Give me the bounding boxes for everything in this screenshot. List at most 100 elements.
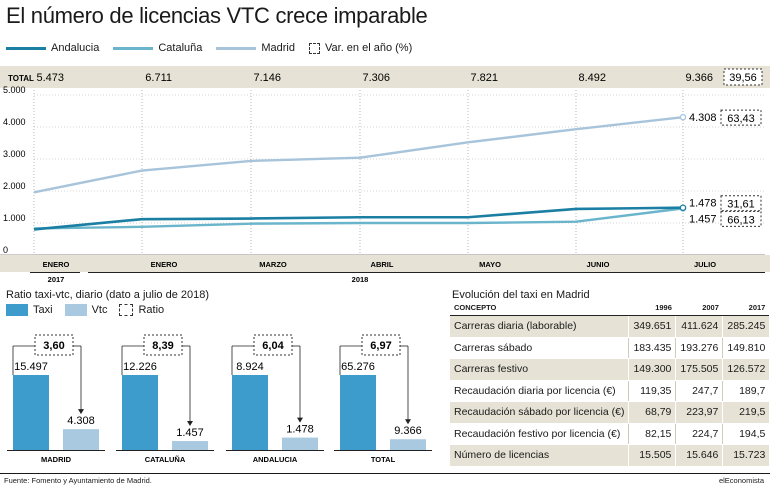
var-box-cataluna xyxy=(720,210,762,227)
ratio-value: 6,97 xyxy=(370,340,391,352)
ratio-box xyxy=(34,334,74,356)
ratio-box xyxy=(361,334,401,356)
table-cell: 189,7 xyxy=(722,380,770,402)
total-value: 7.146 xyxy=(253,72,281,84)
legend-taxi: Taxi xyxy=(6,304,53,316)
var-value-madrid: 63,43 xyxy=(727,113,755,125)
table-cell: 224,7 xyxy=(675,423,723,445)
legend-andalucia: Andalucia xyxy=(6,42,99,54)
table-row: Número de licencias 15.505 15.646 15.723 xyxy=(450,444,770,467)
table-cell: 149.810 xyxy=(722,337,770,359)
bar-vtc xyxy=(63,429,99,450)
table-cell: 183.435 xyxy=(628,337,676,359)
table-cell: 15.505 xyxy=(628,444,676,467)
bar-vtc xyxy=(282,437,318,450)
legend-madrid-label: Madrid xyxy=(261,42,295,54)
bar-chart: 15.497 4.308 3,60 MADRID 12.226 1.457 8,39 CATA… xyxy=(7,334,432,464)
bar-label-vtc: 9.366 xyxy=(394,425,422,437)
source-note: Fuente: Fomento y Ayuntamiento de Madrid… xyxy=(4,476,152,485)
legend-ratio-swatch xyxy=(119,304,134,316)
var-value-cataluna: 66,13 xyxy=(727,214,755,226)
var-box-andalucia xyxy=(720,195,762,212)
legend-cataluna-swatch xyxy=(113,46,154,50)
ratio-value: 8,39 xyxy=(152,340,173,352)
end-label-andalucia: 1.478 xyxy=(689,198,717,210)
line-chart: TOTAL 5.473 6.711 7.146 7.306 7.821 8.492 9.366… xyxy=(0,66,770,284)
table-cell: Número de licencias xyxy=(450,444,629,467)
series-line-andalucia xyxy=(33,206,684,231)
ratio-arrow-head xyxy=(187,421,193,427)
year-label: 2018 xyxy=(352,275,369,284)
series-endpoint-madrid xyxy=(679,113,687,121)
legend-ratio: Ratio xyxy=(119,304,164,316)
series-endpoint-andalucia xyxy=(679,204,687,211)
bar-label-taxi: 8.924 xyxy=(236,361,264,373)
table-header: 1996 xyxy=(628,303,676,316)
legend-ratio-label: Ratio xyxy=(138,304,165,316)
bar-label-taxi: 15.497 xyxy=(14,361,48,373)
table-row: Recaudación festivo por licencia (€) 82,… xyxy=(450,423,770,445)
legend-taxi-label: Taxi xyxy=(33,304,53,316)
y-tick-label: 4.000 xyxy=(3,117,26,127)
taxi-table: CONCEPTO 1996 2007 2017 Carreras diaria … xyxy=(450,303,770,467)
total-value: 9.366 xyxy=(685,72,713,84)
table-cell: Recaudación diaria por licencia (€) xyxy=(450,380,629,402)
x-tick-label: JULIO xyxy=(694,260,716,269)
total-var-box xyxy=(723,68,763,86)
legend-cataluna: Cataluña xyxy=(113,42,202,54)
total-value: 7.821 xyxy=(470,72,498,84)
legend-andalucia-swatch xyxy=(6,46,46,50)
bar-taxi xyxy=(340,375,376,450)
table-row: Carreras diaria (laborable) 349.651 411.… xyxy=(450,315,770,338)
x-tick-label: ABRIL xyxy=(371,260,394,269)
bar-label-taxi: 65.276 xyxy=(341,361,375,373)
category-label: CATALUÑA xyxy=(145,455,186,464)
table-row: Carreras sábado 183.435 193.276 149.810 xyxy=(450,337,770,359)
table-cell: 175.505 xyxy=(675,358,723,381)
table-cell: 247,7 xyxy=(675,380,723,402)
table-header: CONCEPTO xyxy=(450,303,629,316)
bar-label-taxi: 12.226 xyxy=(123,361,157,373)
legend-madrid: Madrid xyxy=(216,42,295,54)
y-tick-label: 1.000 xyxy=(3,213,26,223)
bar-vtc xyxy=(390,439,426,450)
ratio-arrow-head xyxy=(78,409,84,415)
total-value: 6.711 xyxy=(145,72,172,84)
series-line-madrid xyxy=(33,115,684,194)
x-tick-label: JUNIO xyxy=(587,260,610,269)
table-cell: 193.276 xyxy=(675,337,723,359)
legend-andalucia-label: Andalucia xyxy=(51,42,100,54)
ratio-value: 6,04 xyxy=(262,340,284,352)
brand-logo: elEconomista xyxy=(718,476,764,485)
var-box-madrid xyxy=(720,109,762,126)
category-label: TOTAL xyxy=(371,455,396,464)
table-cell: Carreras sábado xyxy=(450,337,629,359)
table-cell: 194,5 xyxy=(722,423,770,445)
total-value: 8.492 xyxy=(578,72,606,84)
table-cell: 223,97 xyxy=(675,401,723,424)
year-label: 2017 xyxy=(48,275,65,284)
table-cell: 149.300 xyxy=(628,358,676,381)
total-value: 7.306 xyxy=(362,72,390,84)
bar-legend: Taxi Vtc Ratio xyxy=(6,304,164,316)
category-label: MADRID xyxy=(41,455,72,464)
x-tick-label: MARZO xyxy=(259,260,287,269)
category-label: ANDALUCIA xyxy=(253,455,298,464)
ratio-box xyxy=(253,334,293,356)
ratio-arrow-head xyxy=(405,419,411,425)
table-cell: 349.651 xyxy=(628,315,676,338)
table-cell: 285.245 xyxy=(722,315,770,338)
month-band xyxy=(0,255,770,272)
x-tick-label: ENERO xyxy=(43,260,70,269)
table-cell: 411.624 xyxy=(675,315,723,338)
x-tick-label: MAYO xyxy=(479,260,501,269)
table-cell: 119,35 xyxy=(628,380,676,402)
footer-rule xyxy=(0,473,770,474)
table-row: Carreras festivo 149.300 175.505 126.572 xyxy=(450,358,770,381)
table-cell: Recaudación festivo por licencia (€) xyxy=(450,423,629,445)
table-header: 2017 xyxy=(722,303,770,316)
table-row: Recaudación diaria por licencia (€) 119,… xyxy=(450,380,770,402)
bar-taxi xyxy=(232,375,268,450)
table-cell: 219,5 xyxy=(722,401,770,424)
series-line-cataluna xyxy=(33,207,684,230)
